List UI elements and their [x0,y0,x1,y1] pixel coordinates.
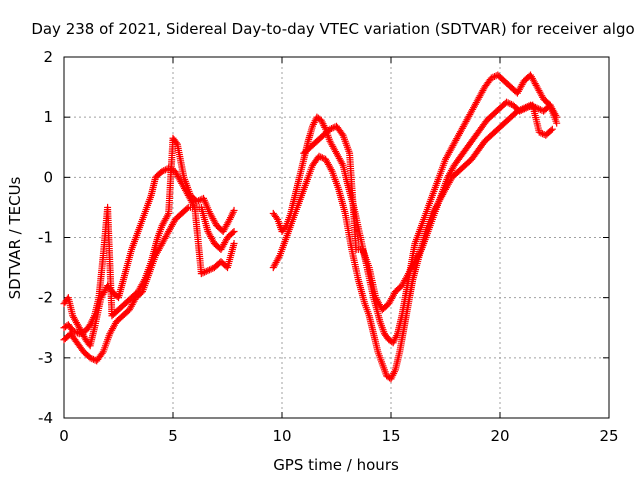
data-point [193,197,201,205]
data-point [204,267,212,275]
series-1 [60,134,238,338]
y-tick-label: 1 [43,108,53,126]
data-point [201,268,209,276]
data-point [326,125,334,133]
x-tick-label: 5 [168,427,178,445]
x-axis-label: GPS time / hours [273,456,399,474]
data-point [338,160,346,168]
x-tick-label: 0 [59,427,69,445]
data-point [199,269,207,277]
data-point [317,153,325,161]
y-tick-label: -4 [38,409,53,427]
data-point [70,328,78,336]
y-axis-label: SDTVAR / TECUs [6,176,24,299]
data-point [229,229,237,237]
data-markers [60,71,561,383]
data-point [166,165,174,173]
data-point [165,164,173,172]
data-point [168,166,176,174]
x-tick-label: 10 [272,427,291,445]
data-point [230,227,238,235]
data-point [328,124,336,132]
data-point [183,205,191,213]
data-point [504,99,512,107]
y-tick-label: 0 [43,168,53,186]
y-tick-label: -1 [38,229,53,247]
y-tick-label: -3 [38,349,53,367]
data-point [487,74,495,82]
data-point [519,106,527,114]
data-point [506,100,514,108]
data-point [275,253,283,261]
x-tick-label: 20 [490,427,509,445]
data-point [172,139,180,147]
data-point [273,214,281,222]
series-6 [300,98,556,314]
x-tick-labels: 0 5 10 15 20 25 [59,427,618,445]
data-point [86,354,94,362]
series-2 [60,164,238,350]
y-tick-label: -2 [38,289,53,307]
axis-ticks [63,56,610,419]
data-point [417,247,425,255]
data-point [522,104,530,112]
y-tick-label: 2 [43,48,53,66]
data-point [517,106,525,114]
x-tick-label: 15 [381,427,400,445]
data-point [161,166,169,174]
data-point [190,202,198,210]
data-point [553,119,561,127]
data-point [521,105,529,113]
data-point [535,128,543,136]
data-point [158,167,166,175]
y-tick-labels: -4 -3 -2 -1 0 1 2 [38,48,53,427]
data-point [489,73,497,81]
data-point [88,355,96,363]
data-point [516,107,524,115]
chart-title: Day 238 of 2021, Sidereal Day-to-day VTE… [31,20,634,38]
data-point [72,328,80,336]
data-point [207,265,215,273]
data-point [327,166,335,174]
data-point [503,98,511,106]
data-point [318,154,326,162]
data-point [548,125,556,133]
data-point [315,152,323,160]
data-point [338,130,346,138]
data-point [160,167,168,175]
data-point [98,349,106,357]
data-point [197,270,205,278]
data-point [225,217,233,225]
data-point [206,266,214,274]
data-point [537,129,545,137]
data-point [547,126,555,134]
grid-lines [64,57,609,418]
data-point [230,206,238,214]
data-point [164,211,172,219]
data-point [230,240,238,248]
x-tick-label: 25 [599,427,618,445]
data-point [202,267,210,275]
series-3 [60,203,238,365]
